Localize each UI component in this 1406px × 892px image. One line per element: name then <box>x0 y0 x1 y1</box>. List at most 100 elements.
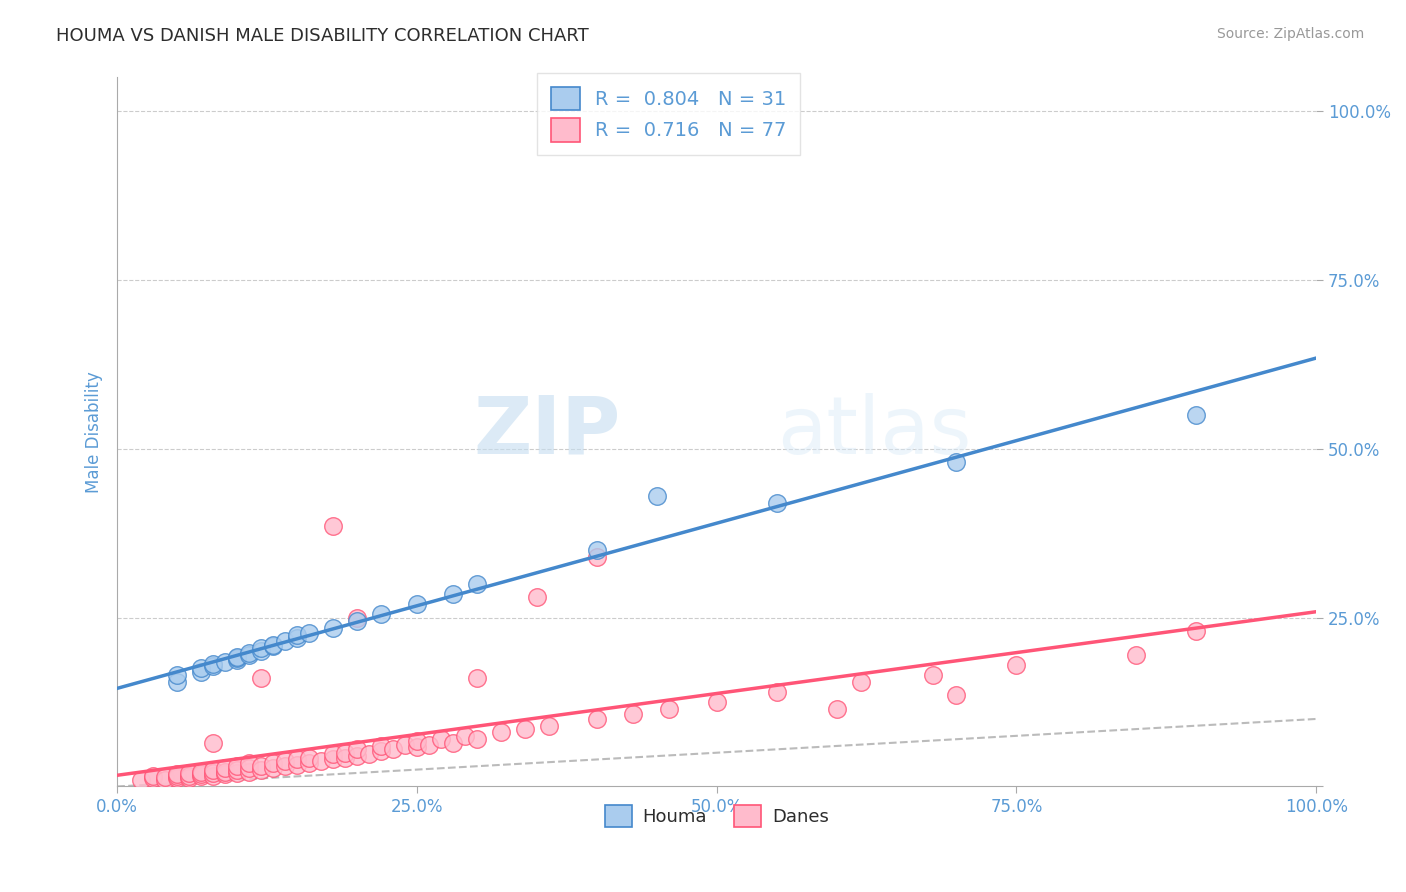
Point <box>250 759 273 773</box>
Point <box>921 668 943 682</box>
Point <box>166 769 188 783</box>
Point <box>658 702 681 716</box>
Point <box>465 577 488 591</box>
Point <box>406 740 429 755</box>
Point <box>285 627 308 641</box>
Point <box>238 761 260 775</box>
Point <box>322 519 344 533</box>
Text: atlas: atlas <box>776 393 972 471</box>
Point <box>262 756 284 770</box>
Point <box>226 759 249 773</box>
Point <box>274 754 297 768</box>
Point <box>441 735 464 749</box>
Point <box>214 767 236 781</box>
Point <box>190 665 212 679</box>
Point <box>202 657 225 671</box>
Point <box>202 763 225 777</box>
Point <box>309 754 332 768</box>
Point <box>406 733 429 747</box>
Point <box>849 674 872 689</box>
Point <box>142 769 165 783</box>
Point <box>202 659 225 673</box>
Point <box>298 756 321 770</box>
Point <box>285 757 308 772</box>
Point <box>298 751 321 765</box>
Point <box>346 749 368 764</box>
Point <box>346 610 368 624</box>
Point <box>226 766 249 780</box>
Point <box>202 769 225 783</box>
Point <box>322 747 344 761</box>
Point <box>370 739 392 753</box>
Text: Source: ZipAtlas.com: Source: ZipAtlas.com <box>1216 27 1364 41</box>
Point <box>179 769 201 783</box>
Point <box>214 761 236 775</box>
Point <box>179 771 201 785</box>
Point <box>465 732 488 747</box>
Point <box>1125 648 1147 662</box>
Point <box>262 638 284 652</box>
Point <box>129 772 152 787</box>
Point <box>537 719 560 733</box>
Point <box>645 489 668 503</box>
Point <box>214 655 236 669</box>
Point <box>1005 657 1028 672</box>
Point <box>226 652 249 666</box>
Point <box>441 587 464 601</box>
Point <box>489 725 512 739</box>
Point <box>333 746 356 760</box>
Point <box>274 634 297 648</box>
Point <box>262 639 284 653</box>
Point <box>262 761 284 775</box>
Point <box>322 752 344 766</box>
Point <box>153 770 176 784</box>
Point <box>370 744 392 758</box>
Point <box>346 742 368 756</box>
Point <box>238 646 260 660</box>
Point <box>454 729 477 743</box>
Point <box>346 614 368 628</box>
Point <box>153 772 176 787</box>
Point <box>825 702 848 716</box>
Point <box>190 661 212 675</box>
Point <box>142 772 165 786</box>
Point <box>285 631 308 645</box>
Point <box>621 706 644 721</box>
Point <box>250 641 273 656</box>
Point <box>370 607 392 622</box>
Point <box>322 621 344 635</box>
Point <box>706 695 728 709</box>
Point <box>585 543 607 558</box>
Point <box>202 766 225 780</box>
Point <box>285 752 308 766</box>
Point <box>418 738 440 752</box>
Point <box>1185 408 1208 422</box>
Point <box>430 732 453 747</box>
Point <box>238 756 260 770</box>
Point <box>238 764 260 779</box>
Point <box>166 674 188 689</box>
Text: HOUMA VS DANISH MALE DISABILITY CORRELATION CHART: HOUMA VS DANISH MALE DISABILITY CORRELAT… <box>56 27 589 45</box>
Point <box>333 751 356 765</box>
Point <box>250 644 273 658</box>
Point <box>945 455 967 469</box>
Point <box>190 767 212 781</box>
Point <box>190 769 212 783</box>
Point <box>166 767 188 781</box>
Point <box>202 735 225 749</box>
Point <box>250 672 273 686</box>
Point <box>585 549 607 564</box>
Legend: Houma, Danes: Houma, Danes <box>598 797 837 834</box>
Point <box>765 496 787 510</box>
Point <box>765 685 787 699</box>
Point <box>238 648 260 662</box>
Point <box>406 597 429 611</box>
Point <box>166 668 188 682</box>
Point <box>274 759 297 773</box>
Point <box>226 649 249 664</box>
Point <box>1185 624 1208 639</box>
Point <box>465 672 488 686</box>
Point <box>526 591 548 605</box>
Point <box>166 772 188 786</box>
Point <box>298 625 321 640</box>
